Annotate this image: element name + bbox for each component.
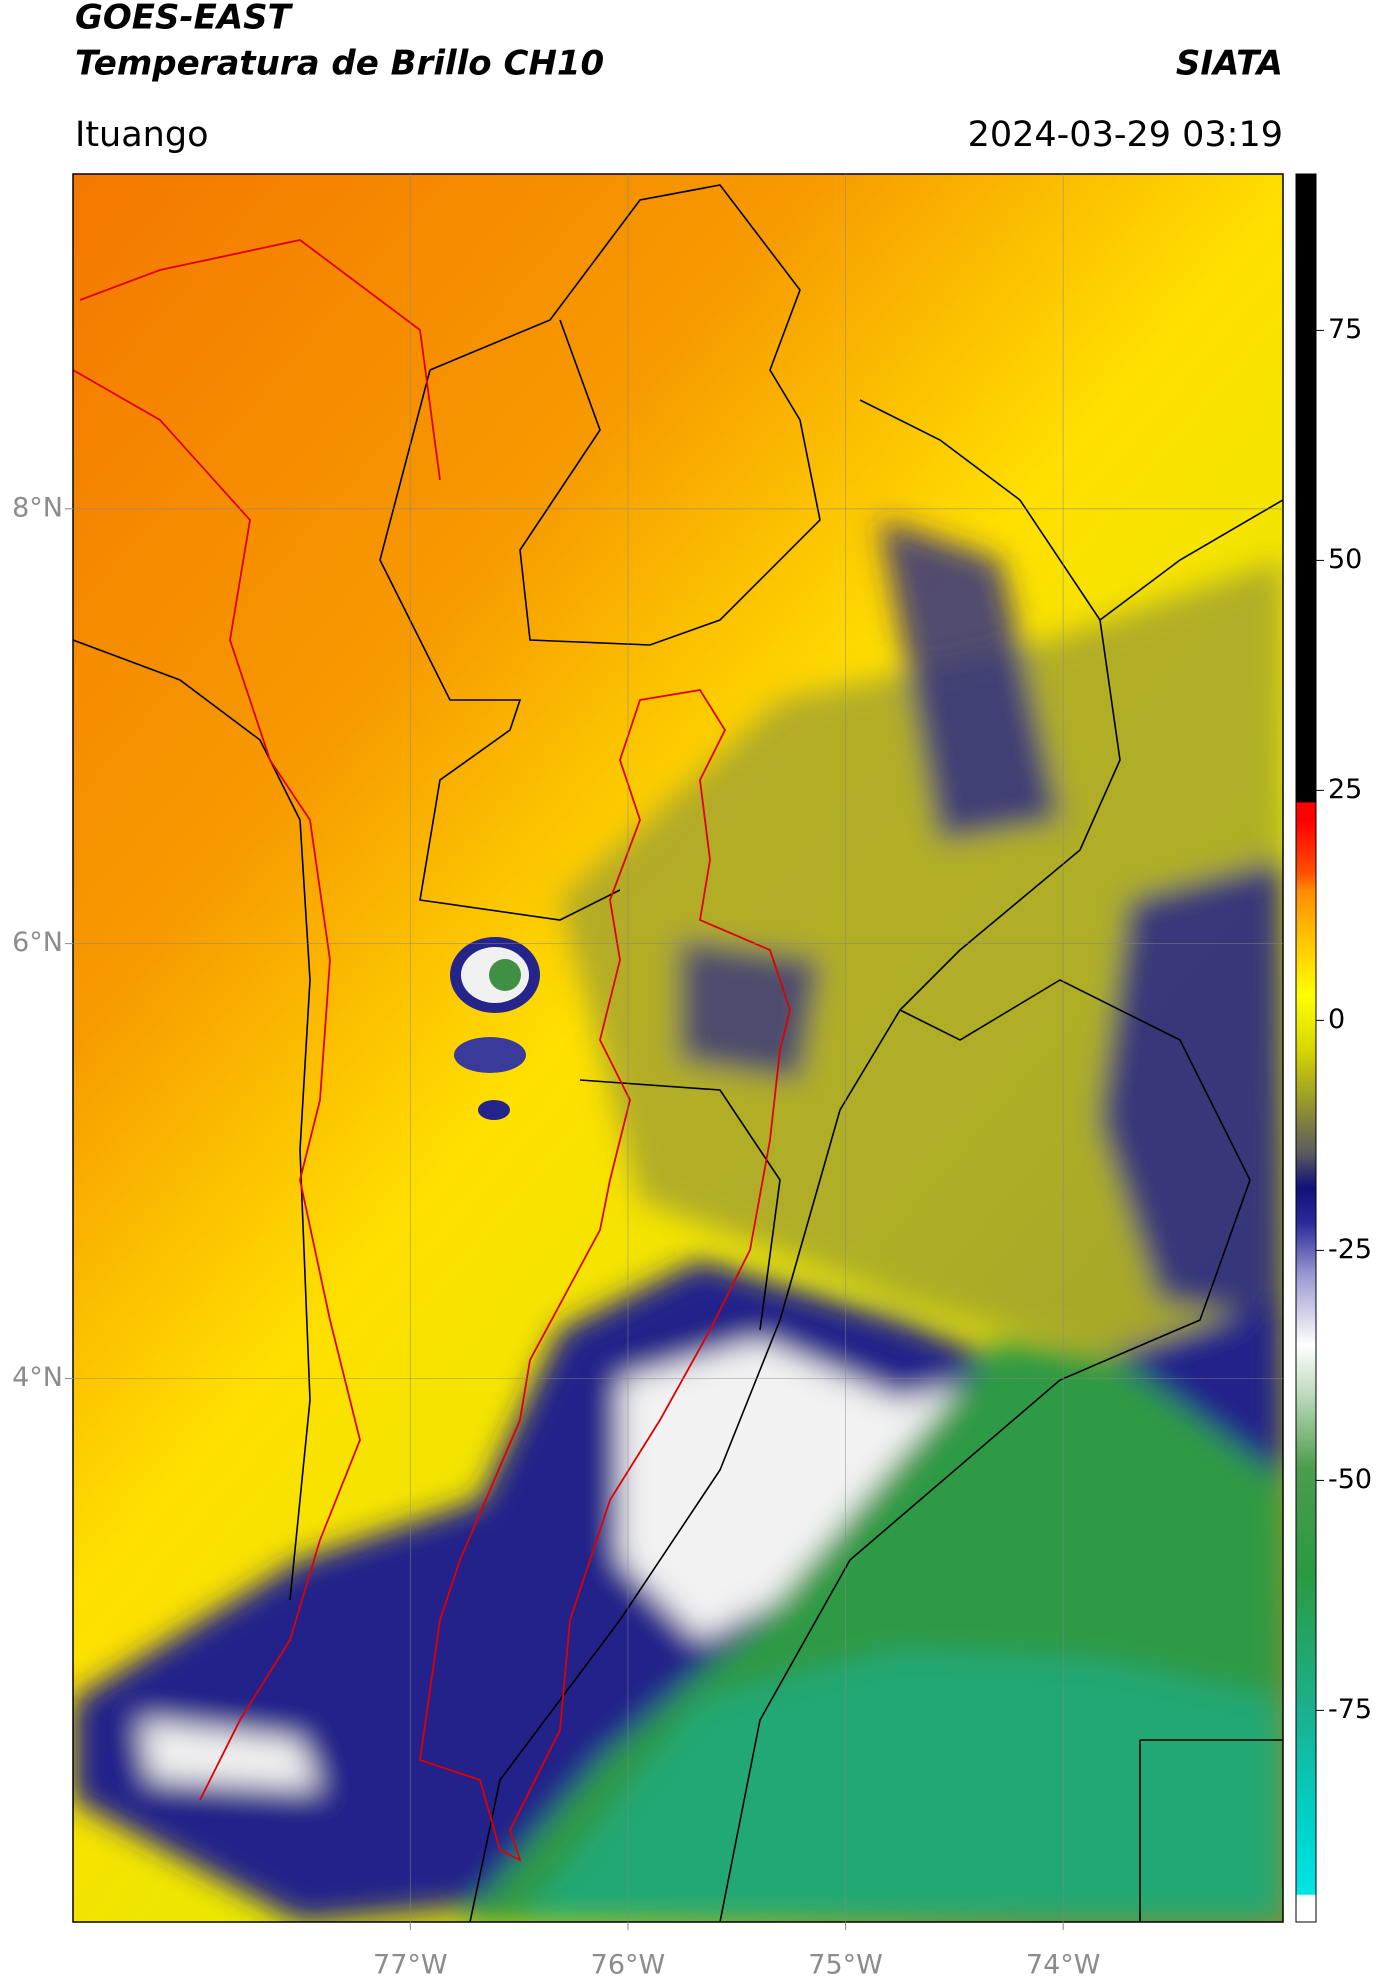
map-image	[73, 174, 1283, 1922]
datetime: 2024-03-29 03:19	[968, 115, 1283, 155]
x-tick-label: 74°W	[1026, 1950, 1101, 1981]
colorbar-tick-label: -50	[1328, 1464, 1372, 1495]
title: GOES-EAST	[75, 0, 294, 38]
subtitle: Temperatura de Brillo CH10	[75, 44, 604, 84]
colorbar-tick-label: -75	[1328, 1694, 1372, 1725]
colorbar-tick-label: 0	[1328, 1004, 1345, 1035]
y-tick-label: 8°N	[12, 492, 63, 523]
colorbar-tick-label: 25	[1328, 774, 1362, 805]
x-tick-label: 77°W	[373, 1950, 448, 1981]
map-frame	[72, 173, 1284, 1923]
x-tick-label: 76°W	[591, 1950, 666, 1981]
location: Ituango	[75, 115, 209, 155]
colorbar-tick-label: 50	[1328, 544, 1362, 575]
colorbar-tick-label: 75	[1328, 314, 1362, 345]
colorbar	[1295, 173, 1317, 1923]
y-tick-label: 6°N	[12, 927, 63, 958]
brand: SIATA	[1176, 44, 1283, 84]
colorbar-tick-label: -25	[1328, 1234, 1372, 1265]
x-tick-label: 75°W	[808, 1950, 883, 1981]
y-tick-label: 4°N	[12, 1362, 63, 1393]
